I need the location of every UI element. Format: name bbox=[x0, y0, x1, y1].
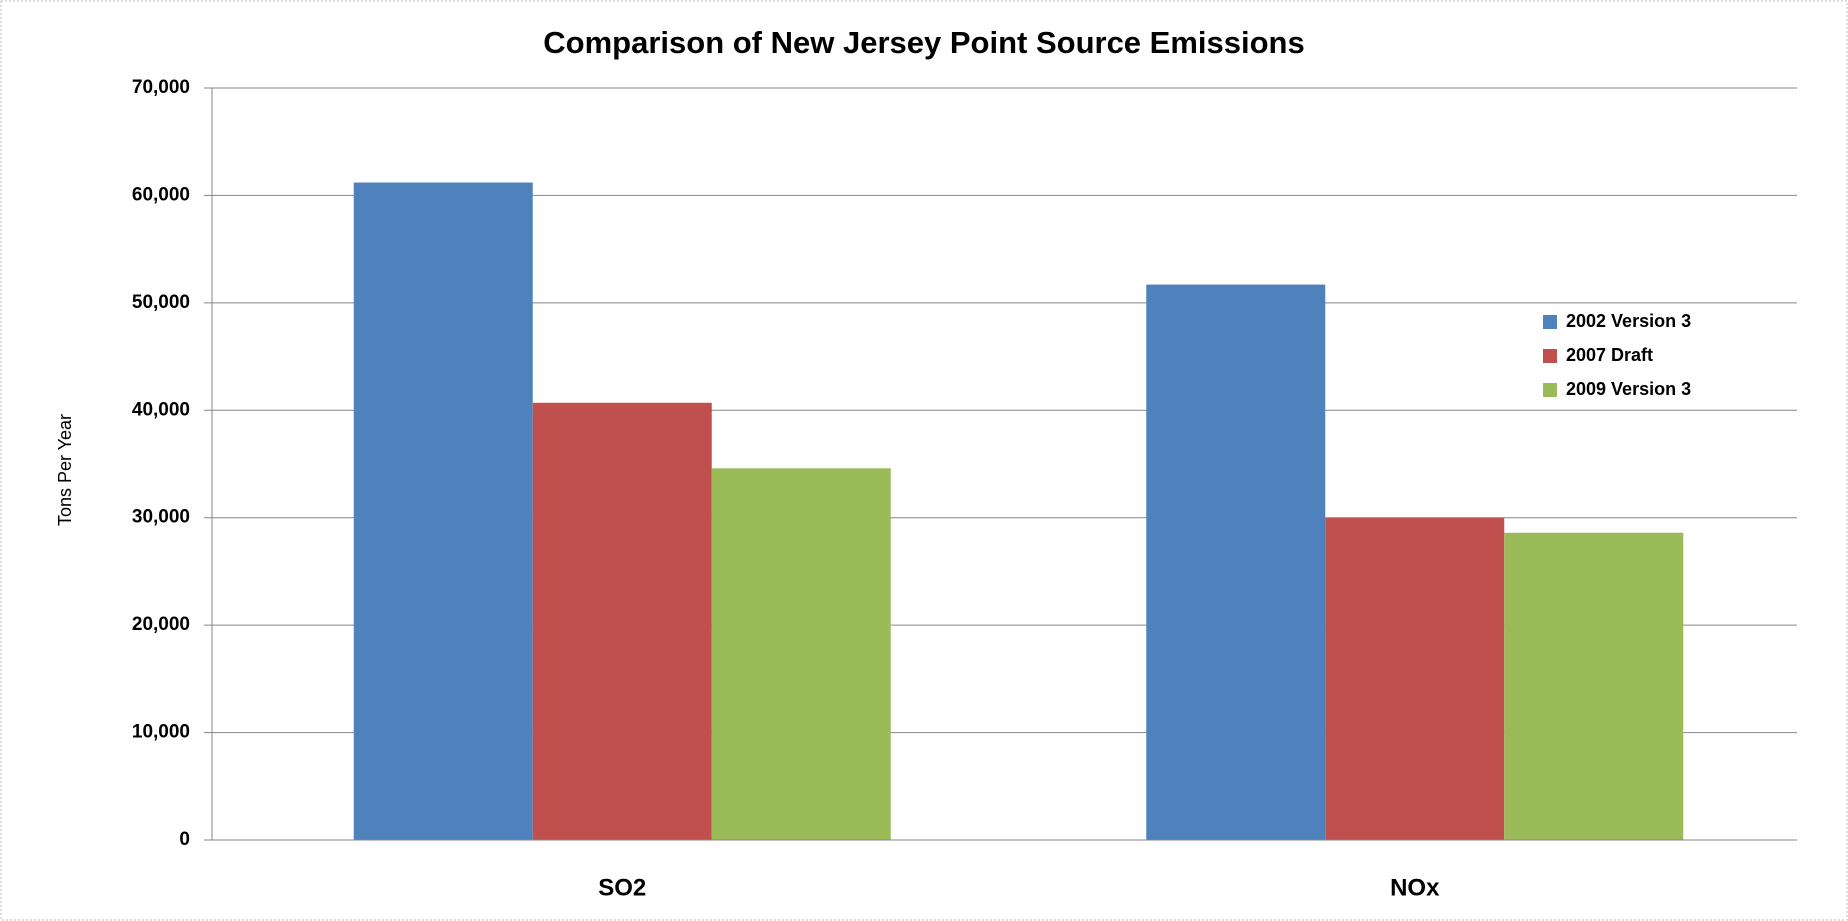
y-tick-label: 10,000 bbox=[132, 722, 190, 743]
x-tick-label: SO2 bbox=[598, 874, 646, 901]
legend-swatch bbox=[1543, 315, 1557, 329]
y-tick-label: 30,000 bbox=[132, 507, 190, 528]
bar bbox=[353, 182, 533, 841]
chart-title: Comparison of New Jersey Point Source Em… bbox=[543, 25, 1304, 60]
bar bbox=[1146, 284, 1326, 840]
y-tick-label: 50,000 bbox=[132, 292, 190, 313]
legend-swatch bbox=[1543, 383, 1557, 397]
y-tick-label: 70,000 bbox=[132, 77, 190, 98]
legend-swatch bbox=[1543, 349, 1557, 363]
y-tick-label: 40,000 bbox=[132, 399, 190, 420]
legend-label: 2009 Version 3 bbox=[1566, 379, 1691, 399]
y-axis-label: Tons Per Year bbox=[55, 414, 75, 526]
x-tick-label: NOx bbox=[1390, 874, 1440, 901]
legend-label: 2002 Version 3 bbox=[1566, 311, 1691, 331]
y-tick-label: 0 bbox=[179, 829, 190, 850]
bar bbox=[1504, 532, 1684, 840]
bar bbox=[711, 468, 891, 840]
y-tick-label: 20,000 bbox=[132, 614, 190, 635]
bar bbox=[1325, 517, 1505, 840]
legend-label: 2007 Draft bbox=[1566, 345, 1653, 365]
bar bbox=[532, 402, 712, 840]
y-tick-label: 60,000 bbox=[132, 184, 190, 205]
